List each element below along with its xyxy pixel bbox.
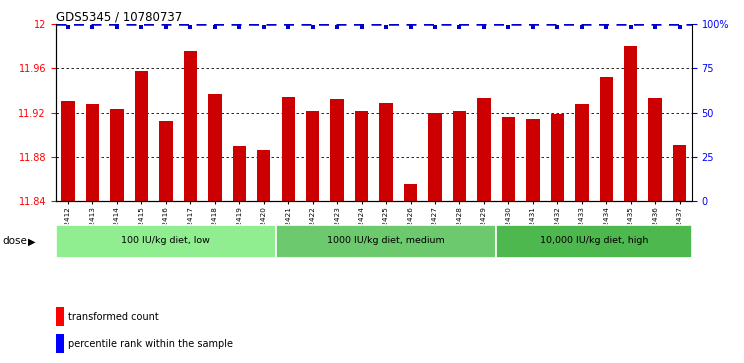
Bar bbox=[477, 98, 491, 201]
Text: GDS5345 / 10780737: GDS5345 / 10780737 bbox=[56, 11, 182, 24]
Bar bbox=[56, 307, 64, 326]
Bar bbox=[526, 119, 539, 201]
Bar bbox=[276, 225, 496, 258]
Bar bbox=[306, 111, 319, 201]
Bar bbox=[429, 113, 442, 201]
Bar bbox=[135, 72, 148, 201]
Text: transformed count: transformed count bbox=[68, 311, 158, 322]
Bar bbox=[233, 146, 246, 201]
Text: 10,000 IU/kg diet, high: 10,000 IU/kg diet, high bbox=[540, 236, 648, 245]
Text: dose: dose bbox=[2, 236, 27, 246]
Bar bbox=[501, 117, 515, 201]
Bar bbox=[56, 225, 276, 258]
Bar bbox=[673, 145, 687, 201]
Bar bbox=[453, 111, 466, 201]
Bar bbox=[496, 225, 692, 258]
Bar bbox=[208, 94, 222, 201]
Text: ▶: ▶ bbox=[28, 236, 36, 246]
Text: percentile rank within the sample: percentile rank within the sample bbox=[68, 339, 233, 349]
Bar bbox=[110, 109, 124, 201]
Bar bbox=[159, 121, 173, 201]
Bar bbox=[281, 97, 295, 201]
Bar bbox=[404, 184, 417, 201]
Bar bbox=[624, 46, 638, 201]
Bar bbox=[184, 52, 197, 201]
Bar bbox=[355, 111, 368, 201]
Bar bbox=[257, 150, 271, 201]
Bar bbox=[600, 77, 613, 201]
Bar bbox=[551, 114, 564, 201]
Bar bbox=[86, 103, 99, 201]
Bar bbox=[330, 99, 344, 201]
Bar bbox=[56, 334, 64, 353]
Text: 100 IU/kg diet, low: 100 IU/kg diet, low bbox=[121, 236, 211, 245]
Bar bbox=[61, 101, 74, 201]
Text: 1000 IU/kg diet, medium: 1000 IU/kg diet, medium bbox=[327, 236, 445, 245]
Bar bbox=[379, 102, 393, 201]
Bar bbox=[575, 103, 589, 201]
Bar bbox=[649, 98, 662, 201]
